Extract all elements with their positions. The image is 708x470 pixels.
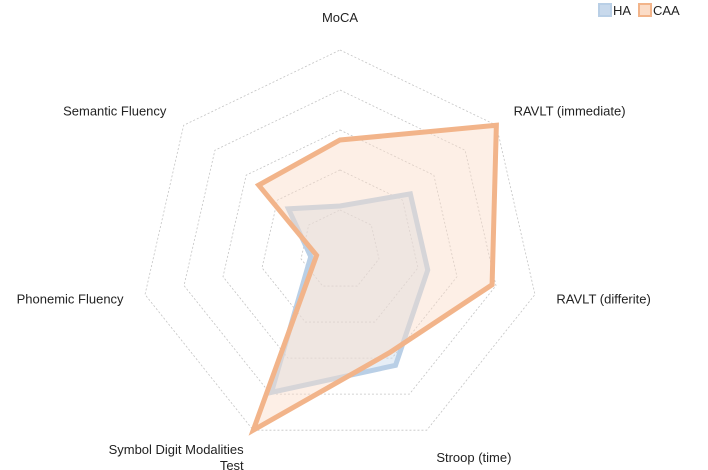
axis-label-line: Test	[220, 458, 244, 470]
series-caa-polygon	[248, 122, 499, 436]
grid-ring-5	[144, 49, 536, 431]
axis-label-1: RAVLT (immediate)	[514, 104, 626, 119]
legend-swatch-caa	[638, 3, 652, 17]
series-ha-polygon	[267, 191, 431, 396]
axis-label-line: RAVLT (differite)	[556, 291, 650, 306]
grid-ring-1	[300, 209, 380, 287]
axis-label-line: Semantic Fluency	[63, 104, 167, 119]
grid-ring-2	[261, 169, 419, 323]
axis-label-5: Phonemic Fluency	[17, 291, 124, 306]
legend: HA CAA	[598, 3, 680, 18]
axis-label-6: Semantic Fluency	[63, 104, 167, 119]
axis-label-line: Symbol Digit Modalities	[109, 442, 245, 457]
axis-label-line: Stroop (time)	[436, 450, 511, 465]
radar-grid	[144, 49, 536, 431]
axis-label-3: Stroop (time)	[436, 450, 511, 465]
grid-ring-4	[183, 89, 497, 395]
legend-swatch-ha	[598, 3, 612, 17]
legend-label-caa: CAA	[653, 3, 680, 18]
axis-label-4: Symbol Digit Modalities Test	[109, 442, 245, 470]
axis-label-2: RAVLT (differite)	[556, 291, 650, 306]
legend-label-ha: HA	[613, 3, 631, 18]
axis-label-line: Phonemic Fluency	[17, 291, 124, 306]
radar-series	[248, 122, 499, 436]
axis-label-line: MoCA	[322, 10, 358, 25]
axis-label-0: MoCA	[322, 10, 358, 25]
grid-ring-3	[222, 129, 458, 359]
radar-axis-labels: MoCA RAVLT (immediate) RAVLT (differite) St…	[17, 10, 651, 470]
axis-label-line: RAVLT (immediate)	[514, 104, 626, 119]
